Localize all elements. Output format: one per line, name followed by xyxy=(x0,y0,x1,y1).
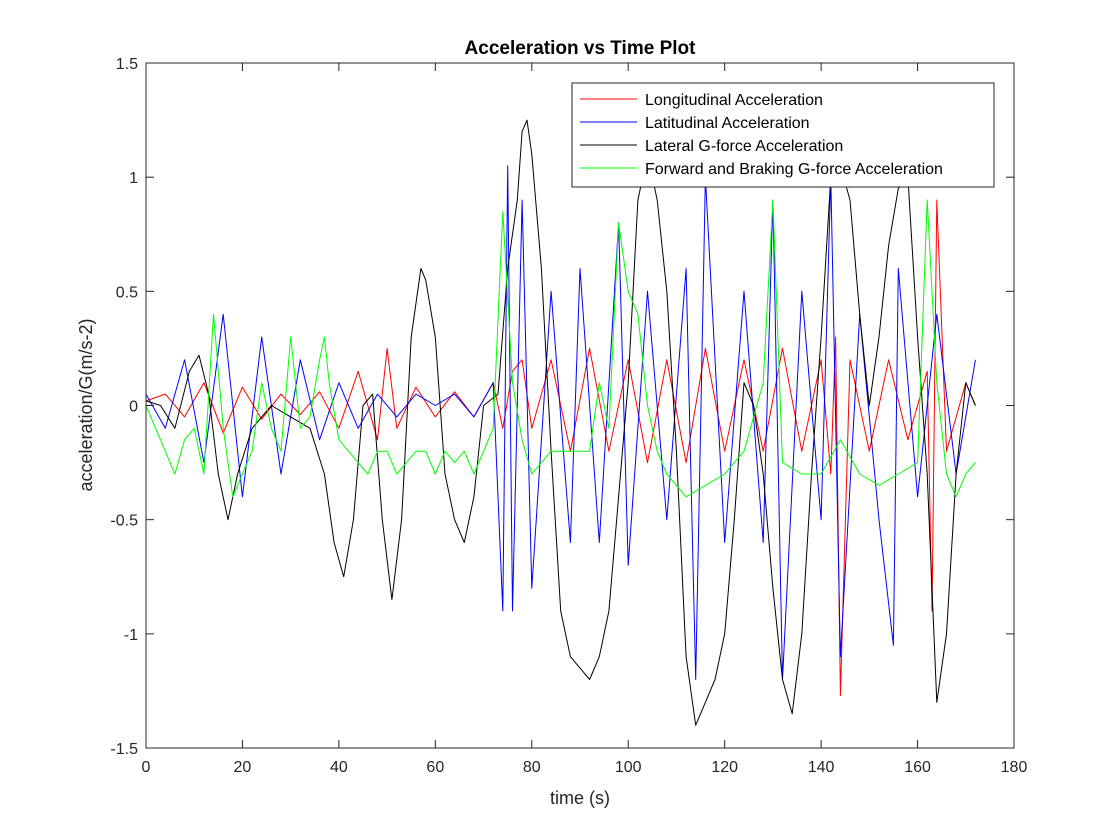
x-tick-label: 120 xyxy=(711,759,738,776)
legend-label: Lateral G-force Acceleration xyxy=(645,138,843,155)
x-axis-label: time (s) xyxy=(550,788,610,808)
plot-area: 0 20 40 60 80 100 120 140 160 180 -1.5 -1 -0.5 0 0.5 1… xyxy=(110,56,1027,776)
x-tick-label: 140 xyxy=(808,759,835,776)
series-line-2 xyxy=(146,165,976,680)
x-tick-label: 20 xyxy=(234,759,252,776)
x-tick-label: 0 xyxy=(142,759,151,776)
x-axis: 0 20 40 60 80 100 120 140 160 180 xyxy=(142,63,1028,776)
legend: Longitudinal Acceleration Latitudinal Acc… xyxy=(571,82,995,188)
y-axis-label: acceleration/G(m/s-2) xyxy=(76,318,96,491)
legend-label: Forward and Braking G-force Acceleration xyxy=(645,161,943,178)
x-tick-label: 60 xyxy=(426,759,444,776)
x-tick-label: 40 xyxy=(330,759,348,776)
legend-label: Longitudinal Acceleration xyxy=(645,92,823,109)
y-tick-label: 0.5 xyxy=(116,284,138,301)
y-tick-label: -1.5 xyxy=(110,741,138,758)
x-tick-label: 160 xyxy=(904,759,931,776)
y-tick-label: 0 xyxy=(129,399,138,416)
legend-box xyxy=(571,82,995,188)
chart-title: Acceleration vs Time Plot xyxy=(465,38,697,59)
legend-label: Latitudinal Acceleration xyxy=(645,115,810,132)
y-axis: -1.5 -1 -0.5 0 0.5 1 1.5 xyxy=(110,56,1014,758)
x-tick-label: 100 xyxy=(615,759,642,776)
y-tick-label: 1 xyxy=(129,170,138,187)
series-line-4 xyxy=(146,199,976,498)
y-tick-label: -0.5 xyxy=(110,513,138,530)
y-tick-label: -1 xyxy=(124,627,138,644)
series-line-1 xyxy=(146,199,976,696)
x-tick-label: 80 xyxy=(523,759,541,776)
y-tick-label: 1.5 xyxy=(116,56,138,73)
x-tick-label: 180 xyxy=(1001,759,1028,776)
